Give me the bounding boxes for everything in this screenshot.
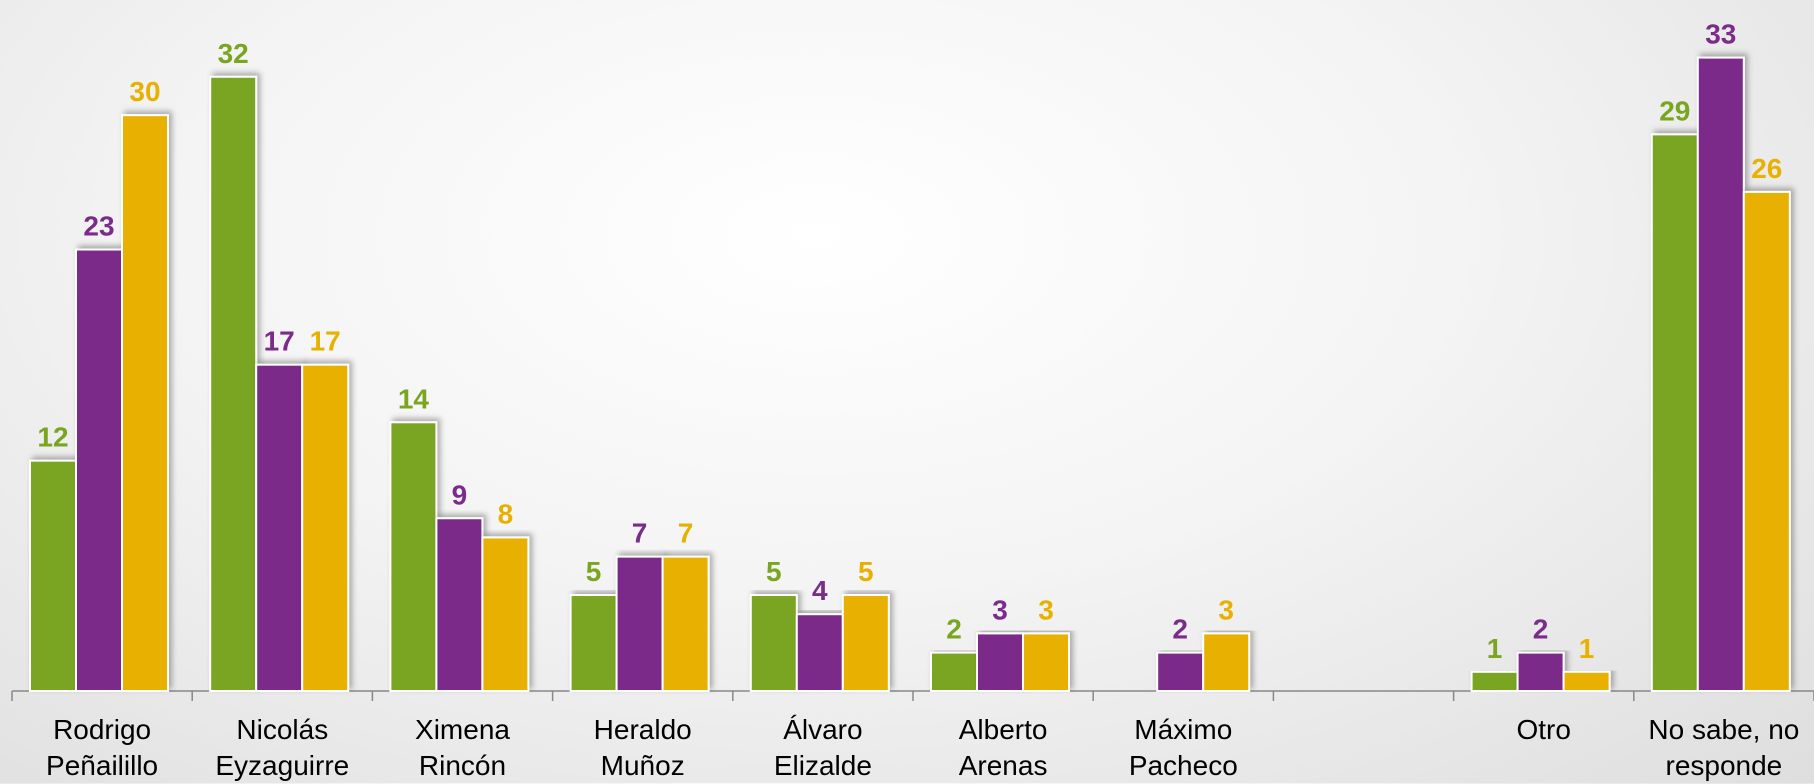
x-tick-label: Alberto Arenas xyxy=(958,714,1048,781)
bar xyxy=(1022,632,1070,693)
data-label: 3 xyxy=(1218,594,1234,625)
x-tick-label: Álvaro Elizalde xyxy=(773,714,872,781)
x-tick-label: Ximena Rincón xyxy=(415,714,510,781)
bar xyxy=(1742,190,1791,692)
data-label: 17 xyxy=(310,326,341,357)
bar xyxy=(795,613,844,693)
data-label: 5 xyxy=(586,556,602,587)
data-label: 2 xyxy=(1533,614,1549,645)
bar xyxy=(1650,133,1699,693)
data-label: 26 xyxy=(1751,153,1782,184)
x-tick-label: Rodrigo Peñailillo xyxy=(46,714,159,781)
bar xyxy=(75,248,123,692)
bar xyxy=(1156,651,1205,692)
data-label: 1 xyxy=(1579,633,1595,664)
bar xyxy=(615,555,664,693)
data-label: 2 xyxy=(1172,614,1188,645)
bar xyxy=(29,459,77,692)
bar xyxy=(389,421,438,692)
bar xyxy=(481,536,530,693)
data-label: 2 xyxy=(946,614,962,645)
data-label: 5 xyxy=(858,556,874,587)
data-label: 7 xyxy=(678,518,694,549)
x-tick-label: Nicolás Eyzaguirre xyxy=(215,714,350,781)
bar xyxy=(1202,632,1251,693)
bar xyxy=(661,555,710,693)
x-tick-label: Heraldo Muñoz xyxy=(593,714,692,781)
bar xyxy=(976,632,1024,693)
data-label: 29 xyxy=(1659,95,1690,126)
data-label: 23 xyxy=(83,211,114,242)
bar xyxy=(1562,670,1611,692)
bar xyxy=(1696,56,1745,693)
data-label: 4 xyxy=(812,575,828,606)
data-label: 14 xyxy=(398,383,430,414)
bar xyxy=(301,363,350,692)
x-tick-label: Otro xyxy=(1516,714,1571,745)
data-label: 7 xyxy=(632,518,648,549)
data-label: 5 xyxy=(766,556,782,587)
bar xyxy=(435,517,484,692)
bar xyxy=(841,594,890,692)
data-label: 1 xyxy=(1487,633,1503,664)
bar xyxy=(749,594,798,692)
bar xyxy=(1470,670,1519,692)
bar xyxy=(569,594,618,692)
bar xyxy=(121,114,169,692)
bar xyxy=(930,651,978,692)
data-label: 17 xyxy=(264,326,295,357)
x-tick-label: Máximo Pacheco xyxy=(1128,714,1238,781)
data-label: 33 xyxy=(1705,19,1736,50)
bar xyxy=(209,75,258,693)
x-tick-label: No sabe, no responde xyxy=(1648,714,1800,781)
data-label: 8 xyxy=(498,498,514,529)
data-label: 3 xyxy=(1038,594,1054,625)
data-label: 9 xyxy=(452,479,468,510)
data-label: 3 xyxy=(992,594,1008,625)
data-label: 12 xyxy=(37,422,68,453)
bar xyxy=(1516,651,1565,692)
bar xyxy=(255,363,304,692)
data-label: 30 xyxy=(129,76,160,107)
data-label: 32 xyxy=(218,38,249,69)
